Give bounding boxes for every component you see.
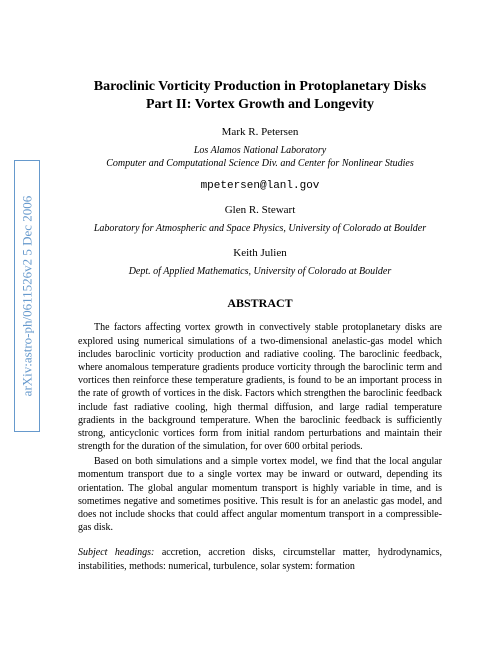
abstract-paragraph-2: Based on both simulations and a simple v… <box>78 455 442 534</box>
paper-title: Baroclinic Vorticity Production in Proto… <box>78 78 442 114</box>
subject-headings: Subject headings: accretion, accretion d… <box>78 546 442 572</box>
author-name-3: Keith Julien <box>78 247 442 259</box>
title-line-2: Part II: Vortex Growth and Longevity <box>146 97 374 112</box>
subject-label: Subject headings: <box>78 547 154 558</box>
paper-page: Baroclinic Vorticity Production in Proto… <box>78 78 442 573</box>
abstract-heading: ABSTRACT <box>78 296 442 311</box>
author-affil-1: Los Alamos National Laboratory Computer … <box>78 144 442 170</box>
affil-line: Laboratory for Atmospheric and Space Phy… <box>94 223 426 234</box>
affil-line: Los Alamos National Laboratory <box>194 145 326 156</box>
affil-line: Computer and Computational Science Div. … <box>106 158 414 169</box>
author-name-2: Glen R. Stewart <box>78 204 442 216</box>
author-affil-3: Dept. of Applied Mathematics, University… <box>78 265 442 278</box>
author-email-1: mpetersen@lanl.gov <box>78 180 442 192</box>
affil-line: Dept. of Applied Mathematics, University… <box>129 266 392 277</box>
abstract-paragraph-1: The factors affecting vortex growth in c… <box>78 321 442 453</box>
author-name-1: Mark R. Petersen <box>78 126 442 138</box>
arxiv-id: arXiv:astro-ph/0611526v2 5 Dec 2006 <box>19 196 35 397</box>
title-line-1: Baroclinic Vorticity Production in Proto… <box>94 79 427 94</box>
arxiv-sidebar: arXiv:astro-ph/0611526v2 5 Dec 2006 <box>14 160 40 432</box>
author-affil-2: Laboratory for Atmospheric and Space Phy… <box>78 222 442 235</box>
